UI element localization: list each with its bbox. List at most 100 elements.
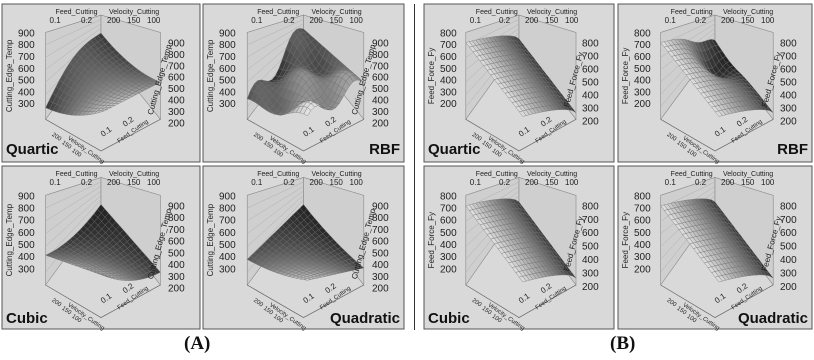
right-z-tick: 300 xyxy=(582,104,599,115)
gridline xyxy=(247,19,304,46)
floor-edge xyxy=(45,119,161,152)
front-velocity-tick: 100 xyxy=(272,314,284,325)
left-z-tick: 900 xyxy=(219,28,236,39)
left-z-tick: 800 xyxy=(219,204,236,215)
left-z-tick: 300 xyxy=(18,99,35,110)
left-z-tick: 300 xyxy=(219,264,236,275)
right-z-tick: 400 xyxy=(582,255,599,266)
left-z-tick: 700 xyxy=(18,52,35,63)
right-z-tick: 400 xyxy=(780,91,797,102)
floor-edge xyxy=(660,284,774,318)
left-z-tick: 400 xyxy=(440,240,457,251)
right-z-tick: 500 xyxy=(582,242,599,253)
front-velocity-tick: 200 xyxy=(252,132,264,143)
top-left-axis-title: Feed_Cutting xyxy=(671,171,713,178)
floor-edge xyxy=(465,284,577,318)
top-x-tick: 0.1 xyxy=(665,178,677,187)
gridline xyxy=(45,23,102,58)
front-velocity-tick: 150 xyxy=(676,140,688,151)
top-y-tick: 150 xyxy=(330,16,344,25)
top-x-tick: 0.2 xyxy=(499,16,511,25)
left-z-tick: 300 xyxy=(219,99,236,110)
model-label: Quartic xyxy=(6,141,59,158)
surface-cell xyxy=(518,276,527,283)
front-velocity-tick: 150 xyxy=(60,306,72,317)
top-right-axis-title: Velocity_Cutting xyxy=(527,171,577,178)
floor-edge xyxy=(45,284,161,318)
top-x-tick: 0.2 xyxy=(695,16,707,25)
left-z-tick: 400 xyxy=(18,252,35,263)
left-z-tick: 200 xyxy=(440,264,457,275)
surface-mesh xyxy=(660,38,774,117)
right-z-tick: 700 xyxy=(168,225,185,236)
left-z-tick: 500 xyxy=(219,240,236,251)
left-z-tick: 800 xyxy=(18,204,35,215)
gridline xyxy=(247,190,304,234)
surface-mesh xyxy=(660,198,774,283)
front-velocity-tick: 150 xyxy=(262,306,274,317)
top-y-tick: 100 xyxy=(147,16,161,25)
left-z-tick: 300 xyxy=(634,252,651,263)
left-z-tick: 300 xyxy=(634,87,651,98)
top-y-tick: 100 xyxy=(350,178,364,187)
left-z-axis-title: Cutting_Edge_Temp xyxy=(5,203,14,276)
top-left-axis-title: Feed_Cutting xyxy=(56,9,98,16)
right-z-tick: 200 xyxy=(168,118,185,129)
left-z-tick: 900 xyxy=(18,191,35,202)
surface-mesh xyxy=(465,198,577,283)
right-z-tick: 800 xyxy=(372,213,389,224)
model-label: Cubic xyxy=(6,310,48,327)
right-z-tick: 300 xyxy=(168,107,185,118)
gridline xyxy=(45,19,102,46)
surface-cell xyxy=(101,274,109,278)
top-x-tick: 0.1 xyxy=(50,16,62,25)
left-z-axis-title: Cutting_Edge_Temp xyxy=(206,203,215,276)
front-velocity-tick: 150 xyxy=(262,140,274,151)
surface-mesh xyxy=(45,32,161,116)
left-z-tick: 800 xyxy=(18,40,35,51)
left-z-tick: 800 xyxy=(634,28,651,39)
left-z-tick: 900 xyxy=(18,28,35,39)
right-z-tick: 800 xyxy=(780,201,797,212)
right-z-tick: 300 xyxy=(780,269,797,280)
top-y-tick: 150 xyxy=(545,16,559,25)
left-z-axis-title: Feed_Force_Fy xyxy=(621,212,630,268)
front-velocity-tick: 200 xyxy=(471,298,483,309)
gridline xyxy=(45,199,102,260)
right-z-tick: 500 xyxy=(168,84,185,95)
surface-cell xyxy=(714,276,723,283)
right-z-tick: 200 xyxy=(168,284,185,295)
floor-edge xyxy=(247,284,364,318)
right-z-tick: 200 xyxy=(780,117,797,128)
top-right-axis-title: Velocity_Cutting xyxy=(109,171,159,178)
model-label: Quartic xyxy=(428,141,481,158)
top-left-axis-title: Feed_Cutting xyxy=(476,9,518,16)
left-z-tick: 700 xyxy=(440,204,457,215)
right-z-tick: 900 xyxy=(168,38,185,49)
left-z-axis-title: Feed_Force_Fy xyxy=(621,48,630,104)
left-z-tick: 200 xyxy=(634,99,651,110)
right-z-tick: 300 xyxy=(168,272,185,283)
left-z-tick: 500 xyxy=(219,76,236,87)
right-z-tick: 400 xyxy=(582,91,599,102)
top-y-tick: 150 xyxy=(127,178,141,187)
right-z-tick: 800 xyxy=(582,38,599,49)
right-z-tick: 300 xyxy=(582,269,599,280)
front-velocity-tick: 150 xyxy=(481,306,493,317)
front-velocity-tick: 200 xyxy=(471,132,483,143)
top-right-axis-title: Velocity_Cutting xyxy=(527,9,577,16)
right-z-tick: 300 xyxy=(372,272,389,283)
gridline xyxy=(247,181,304,209)
top-x-tick: 0.2 xyxy=(499,178,511,187)
front-velocity-tick: 150 xyxy=(60,140,72,151)
left-z-tick: 400 xyxy=(634,76,651,87)
floor-edge xyxy=(660,119,774,152)
left-z-tick: 600 xyxy=(219,228,236,239)
caption-a: (A) xyxy=(184,333,211,354)
right-z-tick: 500 xyxy=(372,84,389,95)
right-z-tick: 700 xyxy=(780,51,797,62)
